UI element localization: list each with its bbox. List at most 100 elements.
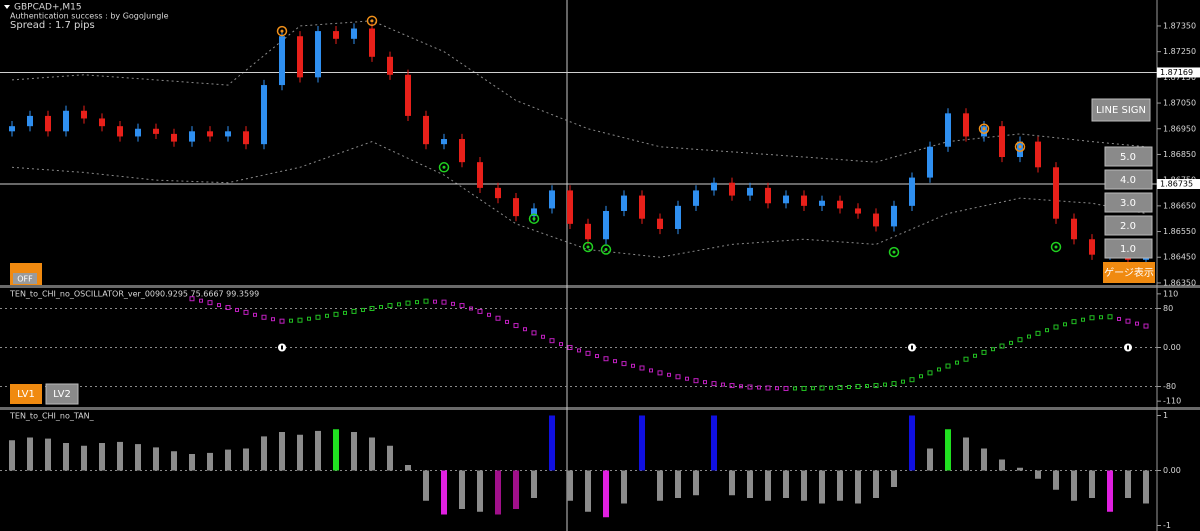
histogram-bar xyxy=(477,470,483,512)
histogram-bar xyxy=(351,432,357,471)
level-button-label[interactable]: 4.0 xyxy=(1120,175,1136,186)
oscillator-dot xyxy=(685,376,689,381)
oscillator-point xyxy=(189,296,195,302)
candle-body xyxy=(243,131,249,145)
candle-body xyxy=(1017,141,1023,158)
candle-body xyxy=(405,74,411,116)
candle-body xyxy=(639,195,645,219)
candle-body xyxy=(585,223,591,240)
candle-body xyxy=(297,36,303,78)
candle-body xyxy=(279,36,285,86)
histogram-bar xyxy=(171,451,177,471)
level-button[interactable] xyxy=(1104,169,1153,190)
candle-body xyxy=(153,128,159,134)
button-bg[interactable] xyxy=(10,384,42,404)
level-button[interactable] xyxy=(1104,192,1153,213)
oscillator-point xyxy=(297,317,303,323)
y-tick-label: 1.86450 xyxy=(1163,253,1196,262)
oscillator-dot xyxy=(1009,340,1013,345)
candle-body xyxy=(747,187,753,196)
oscillator-point xyxy=(459,303,465,309)
candle-body xyxy=(45,115,51,132)
button-label[interactable]: LV1 xyxy=(17,389,35,400)
histogram-bar xyxy=(117,441,123,471)
candle-body xyxy=(351,28,357,39)
level-button[interactable] xyxy=(1104,146,1153,167)
oscillator-dot xyxy=(1117,316,1121,321)
oscillator-point xyxy=(405,300,411,306)
oscillator-point xyxy=(1017,337,1023,343)
oscillator-point xyxy=(333,311,339,317)
histogram-title: TEN_to_CHI_no_TAN_ xyxy=(9,412,95,421)
candle-body xyxy=(207,131,213,137)
oscillator-point xyxy=(747,384,753,390)
candle-body xyxy=(999,126,1005,158)
histogram-bar xyxy=(621,470,627,504)
oscillator-dot xyxy=(289,318,293,323)
button-bg[interactable] xyxy=(1091,98,1151,122)
level-button-label[interactable]: 3.0 xyxy=(1120,198,1136,209)
oscillator-point xyxy=(1071,319,1077,325)
button-bg[interactable] xyxy=(1103,262,1155,283)
oscillator-point xyxy=(639,365,645,371)
oscillator-point xyxy=(711,381,717,387)
oscillator-point xyxy=(243,309,249,315)
y-tick-label: -80 xyxy=(1163,382,1176,391)
oscillator-dot xyxy=(883,382,887,387)
level-button[interactable] xyxy=(1104,215,1153,236)
histogram-bar xyxy=(891,470,897,487)
candle-body xyxy=(909,177,915,206)
candle-body xyxy=(63,110,69,132)
oscillator-point xyxy=(477,308,483,314)
candle-body xyxy=(1071,218,1077,240)
level-button-label[interactable]: 1.0 xyxy=(1120,244,1136,255)
button-gauge[interactable]: ゲージ表示 xyxy=(1103,262,1155,283)
oscillator-point xyxy=(279,318,285,324)
button-line-sign[interactable]: LINE SIGN xyxy=(1091,98,1151,122)
oscillator-point xyxy=(657,370,663,376)
oscillator-dot xyxy=(649,368,653,373)
y-tick-label: 1 xyxy=(1163,411,1168,420)
histogram-bar xyxy=(981,448,987,471)
button-label[interactable]: ゲージ表示 xyxy=(1104,266,1154,279)
oscillator-dot xyxy=(469,306,473,311)
histogram-bar xyxy=(1071,470,1077,501)
candle-body xyxy=(693,190,699,206)
candle-body xyxy=(9,126,15,132)
button-bg[interactable] xyxy=(45,383,79,405)
oscillator-dot xyxy=(541,334,545,339)
button-off[interactable]: OFF xyxy=(10,263,42,285)
y-tick-label: -1 xyxy=(1163,521,1171,530)
histogram-bar xyxy=(495,470,501,515)
histogram-bar xyxy=(945,429,951,471)
oscillator-dot xyxy=(271,317,275,322)
histogram-bar xyxy=(747,470,753,498)
price-level-tag xyxy=(1157,67,1200,78)
oscillator-dot xyxy=(379,305,383,310)
candle-body xyxy=(729,182,735,196)
candle-body xyxy=(873,213,879,227)
button-label[interactable]: LV2 xyxy=(53,389,71,400)
oscillator-dot xyxy=(1135,321,1139,326)
button-label[interactable]: OFF xyxy=(17,275,33,284)
histogram-bar xyxy=(333,429,339,471)
button-lv1[interactable]: LV1 xyxy=(10,384,42,404)
candle-body xyxy=(621,195,627,211)
histogram-bar xyxy=(99,443,105,471)
button-lv2[interactable]: LV2 xyxy=(45,383,79,405)
level-button-label[interactable]: 5.0 xyxy=(1120,152,1136,163)
histogram-bar xyxy=(873,470,879,498)
level-button-label[interactable]: 2.0 xyxy=(1120,221,1136,232)
oscillator-dot xyxy=(235,307,239,312)
button-label[interactable]: LINE SIGN xyxy=(1096,105,1146,116)
button-inner[interactable] xyxy=(13,273,37,284)
level-button[interactable] xyxy=(1104,238,1153,259)
panel-divider xyxy=(0,407,1200,410)
oscillator-dot xyxy=(307,316,311,321)
histogram-bar xyxy=(207,452,213,471)
histogram-bar xyxy=(189,454,195,471)
histogram-bar xyxy=(81,445,87,471)
chart-title: GBPCAD+,M15 xyxy=(14,3,82,13)
y-tick-label: 1.87350 xyxy=(1163,21,1196,30)
